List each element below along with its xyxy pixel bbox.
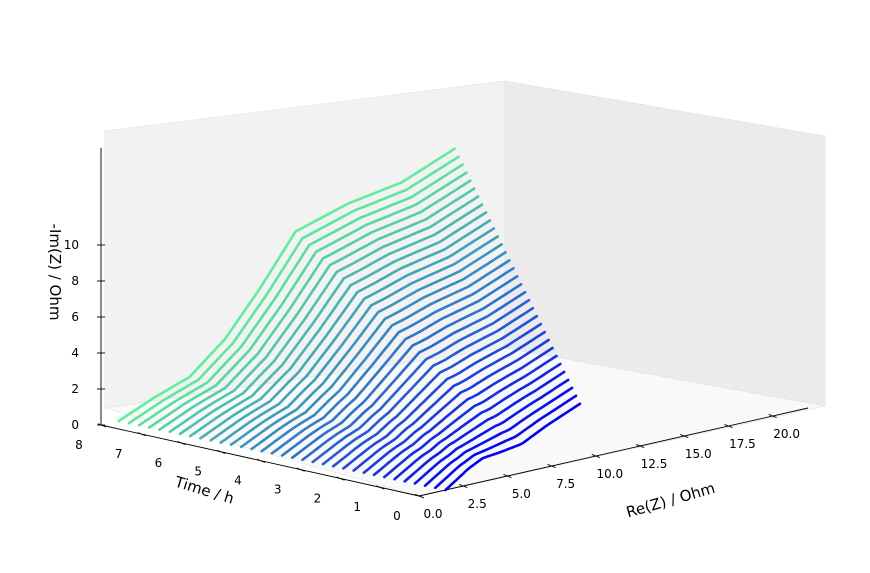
y-tick-mark <box>296 467 305 472</box>
series-line <box>444 402 582 492</box>
series-line <box>423 386 574 487</box>
x-tick-label: 12.5 <box>641 457 668 471</box>
x-tick-label: 10.0 <box>596 467 623 481</box>
x-tick-mark <box>724 423 733 429</box>
x-tick-mark <box>680 433 689 439</box>
y-tick-label: 2 <box>314 491 322 505</box>
series-line <box>117 147 456 423</box>
x-tick-label: 17.5 <box>729 437 756 451</box>
y-tick-label: 8 <box>75 438 83 452</box>
x-tick-label: 15.0 <box>685 447 712 461</box>
y-tick-label: 7 <box>115 447 123 461</box>
z-tick-label: 6 <box>71 310 79 324</box>
series-line <box>158 179 472 431</box>
series-line <box>331 314 539 468</box>
series-line <box>352 330 546 472</box>
y-tick-label: 3 <box>274 482 282 496</box>
y-tick-mark <box>415 494 425 499</box>
x-axis-line <box>418 407 809 497</box>
series-line <box>382 354 558 479</box>
y-tick-label: 4 <box>234 474 242 488</box>
z-tick-label: 4 <box>71 346 79 360</box>
series-line <box>127 155 460 425</box>
series-line <box>301 290 527 462</box>
x-tick-mark <box>768 413 777 419</box>
y-tick-mark <box>217 449 226 455</box>
series-line <box>393 362 562 481</box>
series-group <box>117 147 582 492</box>
series-line <box>168 187 476 434</box>
x-tick-label: 5.0 <box>512 487 531 501</box>
series-line <box>250 251 507 451</box>
y-tick-label: 5 <box>194 465 202 479</box>
series-line <box>178 195 480 436</box>
series-line <box>291 283 523 459</box>
x-tick-label: 0.0 <box>423 507 442 521</box>
z-tick-label: 2 <box>71 382 79 396</box>
series-line <box>219 227 496 444</box>
y-tick-label: 1 <box>353 500 361 514</box>
axes <box>97 147 809 499</box>
y-axis-title: Time / h <box>172 472 236 507</box>
series-line <box>148 171 468 429</box>
z-axis-title: -Im(Z) / Ohm <box>46 224 64 321</box>
y-tick-mark <box>256 458 266 463</box>
x-tick-mark <box>503 473 512 479</box>
x-tick-label: 2.5 <box>468 497 487 511</box>
z-tick-label: 8 <box>71 274 79 288</box>
series-line <box>239 243 503 449</box>
x-tick-mark <box>459 483 468 489</box>
series-line <box>229 235 499 446</box>
x-tick-label: 20.0 <box>773 427 800 441</box>
z-tick-label: 0 <box>71 418 79 432</box>
series-line <box>260 259 511 453</box>
series-line <box>342 322 543 470</box>
series-line <box>372 346 554 477</box>
y-tick-label: 6 <box>155 456 163 470</box>
x-tick-label: 7.5 <box>556 477 575 491</box>
z-tick-label: 10 <box>64 238 79 252</box>
y-tick-label: 0 <box>393 509 401 523</box>
x-axis-title: Re(Z) / Ohm <box>624 479 717 522</box>
x-tick-mark <box>591 453 600 459</box>
series-line <box>188 203 484 438</box>
series-line <box>280 275 519 457</box>
series-line <box>321 306 535 466</box>
x-tick-mark <box>635 443 645 449</box>
series-line <box>209 219 492 442</box>
series-line <box>362 338 550 475</box>
series-line <box>199 211 488 440</box>
series-line <box>413 378 570 485</box>
y-tick-mark <box>177 441 186 446</box>
series-line <box>403 370 566 483</box>
series-line <box>137 163 464 427</box>
series-line <box>270 267 515 455</box>
tick-labels: 0.0 2.5 5.0 7.5 10.0 12.5 15.0 17.5 20.0 0 1 2 3 4 5 6 7… <box>64 238 800 523</box>
series-line <box>434 394 578 490</box>
y-tick-mark <box>336 476 345 481</box>
y-tick-mark <box>137 432 146 437</box>
series-line <box>311 298 531 464</box>
x-tick-mark <box>547 463 556 469</box>
y-tick-mark <box>376 485 385 490</box>
